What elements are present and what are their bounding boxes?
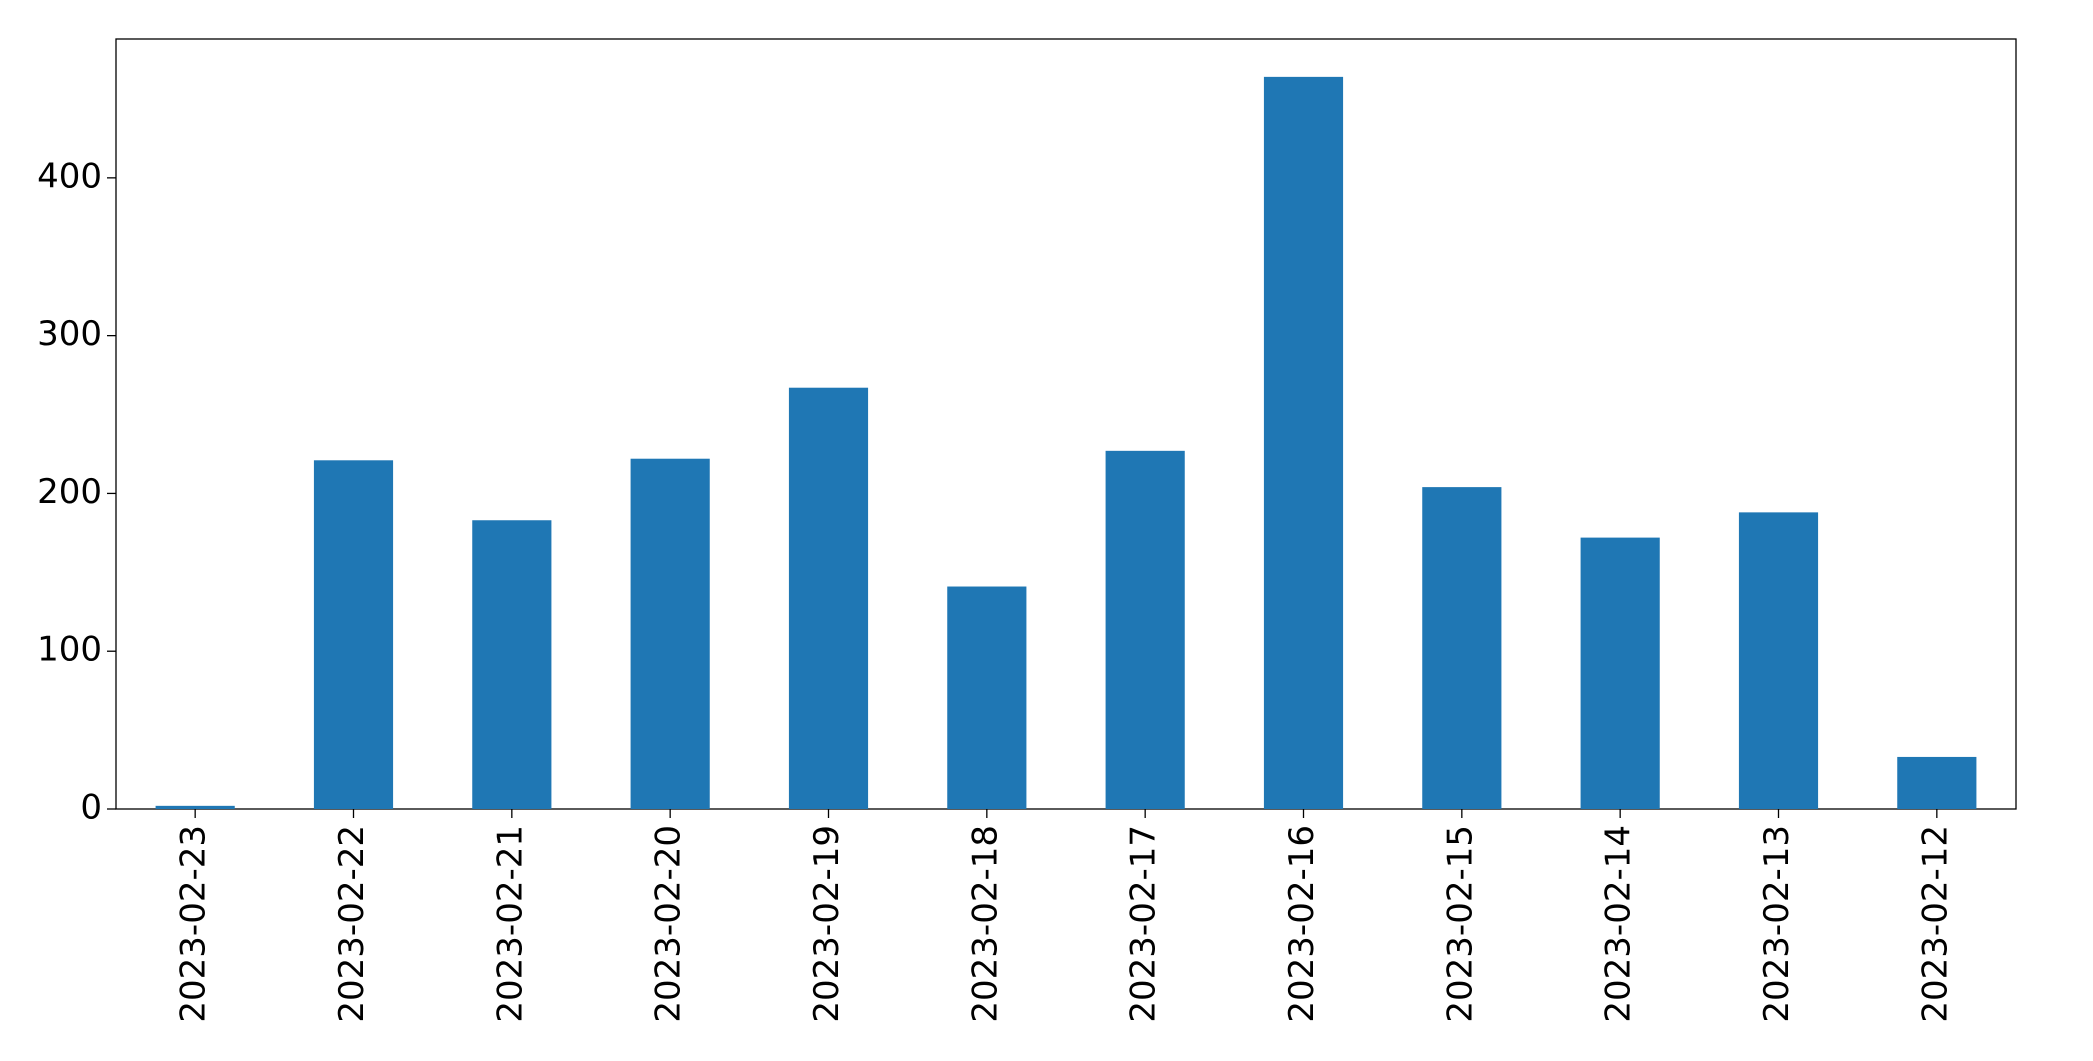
y-tick-label: 300	[37, 314, 102, 354]
x-tick-label: 2023-02-21	[490, 825, 530, 1023]
x-tick-label: 2023-02-22	[332, 825, 372, 1023]
y-tick-label: 200	[37, 472, 102, 512]
x-tick-label: 2023-02-12	[1915, 825, 1955, 1023]
bar	[1422, 487, 1502, 809]
x-tick-label: 2023-02-14	[1599, 825, 1639, 1023]
bar	[788, 387, 869, 809]
bar	[472, 520, 552, 809]
bar	[1580, 537, 1660, 809]
bar	[1105, 450, 1185, 809]
bar	[1897, 756, 1977, 809]
bar	[1263, 76, 1344, 810]
bar	[155, 805, 235, 809]
x-tick-label: 2023-02-13	[1757, 825, 1797, 1023]
bar	[947, 586, 1027, 809]
x-tick-label: 2023-02-23	[174, 825, 214, 1023]
x-tick-label: 2023-02-15	[1440, 825, 1480, 1023]
axes-frame	[115, 38, 2017, 810]
x-tick-label: 2023-02-20	[649, 825, 689, 1023]
x-tick-label: 2023-02-17	[1124, 825, 1164, 1023]
bar	[630, 458, 710, 809]
x-tick-label: 2023-02-18	[965, 825, 1005, 1023]
y-tick-label: 100	[37, 630, 102, 670]
bar	[1738, 512, 1819, 809]
x-tick-label: 2023-02-19	[807, 825, 847, 1023]
x-tick-label: 2023-02-16	[1282, 825, 1322, 1023]
y-tick-label: 0	[80, 788, 102, 828]
y-tick-label: 400	[37, 156, 102, 196]
bar	[313, 460, 394, 809]
